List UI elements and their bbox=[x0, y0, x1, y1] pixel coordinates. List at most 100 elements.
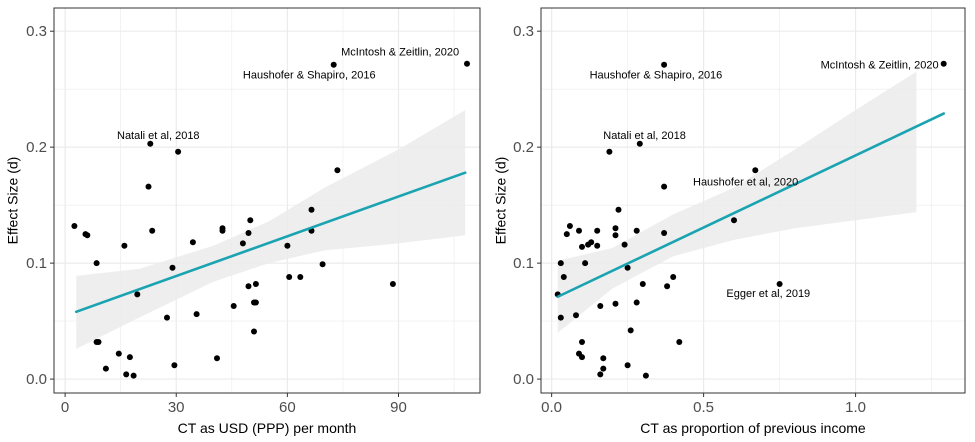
regression-line bbox=[556, 112, 946, 299]
x-tick-label: 60 bbox=[279, 399, 296, 416]
y-tick-label: 0.1 bbox=[513, 255, 534, 272]
data-point bbox=[169, 264, 176, 271]
y-tick-label: 0.3 bbox=[513, 23, 534, 40]
data-point bbox=[193, 311, 200, 318]
data-point bbox=[557, 314, 564, 321]
confidence-band bbox=[76, 110, 466, 349]
data-point bbox=[252, 299, 259, 306]
data-point bbox=[633, 227, 640, 234]
y-axis-title: Effect Size (d) bbox=[5, 157, 21, 245]
x-tick-label: 0.0 bbox=[541, 399, 562, 416]
data-point bbox=[284, 242, 291, 249]
data-point bbox=[612, 225, 619, 232]
data-point bbox=[661, 183, 668, 190]
data-point bbox=[594, 227, 601, 234]
data-point bbox=[752, 167, 759, 174]
study-annotation: Natali et al, 2018 bbox=[603, 130, 686, 142]
data-point bbox=[252, 281, 259, 287]
data-point bbox=[251, 328, 257, 335]
x-tick-label: 0 bbox=[61, 399, 69, 416]
data-point bbox=[230, 303, 237, 309]
data-point bbox=[664, 283, 671, 290]
y-tick-label: 0.0 bbox=[513, 371, 534, 388]
data-point bbox=[164, 314, 170, 321]
data-point bbox=[560, 274, 567, 280]
panel-border bbox=[53, 7, 481, 394]
data-point bbox=[621, 241, 628, 248]
study-annotation: McIntosh & Zeitlin, 2020 bbox=[341, 47, 459, 59]
confidence-band bbox=[557, 71, 917, 333]
data-point bbox=[627, 327, 634, 334]
data-point bbox=[245, 283, 252, 290]
data-point bbox=[606, 148, 613, 155]
data-point bbox=[731, 217, 737, 224]
y-tick-label: 0.1 bbox=[26, 255, 47, 272]
data-point bbox=[661, 61, 668, 68]
data-point bbox=[175, 148, 182, 155]
data-point bbox=[95, 339, 102, 345]
data-point bbox=[576, 227, 582, 234]
data-point bbox=[189, 239, 196, 246]
data-point bbox=[334, 167, 341, 174]
data-point bbox=[214, 355, 220, 362]
data-point bbox=[84, 232, 91, 239]
data-point bbox=[582, 260, 589, 267]
data-point bbox=[597, 371, 604, 378]
data-point bbox=[145, 183, 152, 190]
data-point bbox=[219, 227, 226, 234]
data-point bbox=[123, 371, 130, 378]
data-point bbox=[71, 223, 78, 229]
data-point bbox=[615, 206, 622, 213]
data-point bbox=[639, 281, 646, 287]
y-tick-label: 0.0 bbox=[26, 371, 47, 388]
data-point bbox=[588, 239, 595, 246]
y-tick-label: 0.3 bbox=[26, 23, 47, 40]
data-point bbox=[297, 274, 304, 280]
panel-border bbox=[540, 7, 966, 394]
data-point bbox=[247, 217, 254, 224]
data-point bbox=[102, 365, 109, 372]
data-point bbox=[171, 362, 178, 369]
data-point bbox=[126, 354, 133, 361]
data-point bbox=[308, 206, 315, 213]
data-point bbox=[579, 339, 585, 345]
data-point bbox=[597, 303, 604, 309]
data-point bbox=[563, 231, 570, 238]
data-point bbox=[115, 350, 122, 357]
x-axis-title: CT as proportion of previous income bbox=[640, 420, 866, 436]
y-tick-label: 0.2 bbox=[26, 139, 47, 156]
data-point bbox=[330, 61, 337, 68]
data-point bbox=[676, 339, 683, 345]
data-point bbox=[579, 243, 585, 250]
y-tick-label: 0.2 bbox=[513, 139, 534, 156]
y-axis-title: Effect Size (d) bbox=[493, 157, 509, 245]
scatter-panel-proportion: McIntosh & Zeitlin, 2020 Haushofer & Shap… bbox=[493, 7, 966, 436]
data-point bbox=[624, 264, 631, 271]
x-tick-label: 1.0 bbox=[845, 399, 866, 416]
x-tick-label: 0.5 bbox=[693, 399, 714, 416]
data-point bbox=[642, 372, 649, 379]
data-point bbox=[633, 299, 640, 306]
data-point bbox=[147, 140, 154, 147]
data-point bbox=[149, 227, 156, 234]
data-point bbox=[612, 300, 619, 307]
data-point bbox=[573, 312, 579, 319]
study-annotation: Egger et al, 2019 bbox=[726, 288, 810, 300]
data-point bbox=[579, 354, 585, 361]
data-point bbox=[624, 362, 631, 369]
x-tick-label: 90 bbox=[390, 399, 407, 416]
study-annotation: Natali et al, 2018 bbox=[117, 130, 200, 142]
data-point bbox=[389, 281, 396, 287]
scatter-panel-usd: McIntosh & Zeitlin, 2020 Haushofer & Shap… bbox=[5, 7, 481, 436]
data-point bbox=[93, 260, 100, 267]
data-point bbox=[670, 274, 677, 280]
data-point bbox=[464, 60, 470, 67]
data-point bbox=[245, 230, 252, 236]
data-point bbox=[594, 242, 601, 249]
data-point bbox=[286, 274, 293, 280]
x-tick-label: 30 bbox=[168, 399, 185, 416]
data-point bbox=[661, 230, 668, 236]
data-point bbox=[239, 240, 246, 247]
data-point bbox=[566, 223, 573, 229]
